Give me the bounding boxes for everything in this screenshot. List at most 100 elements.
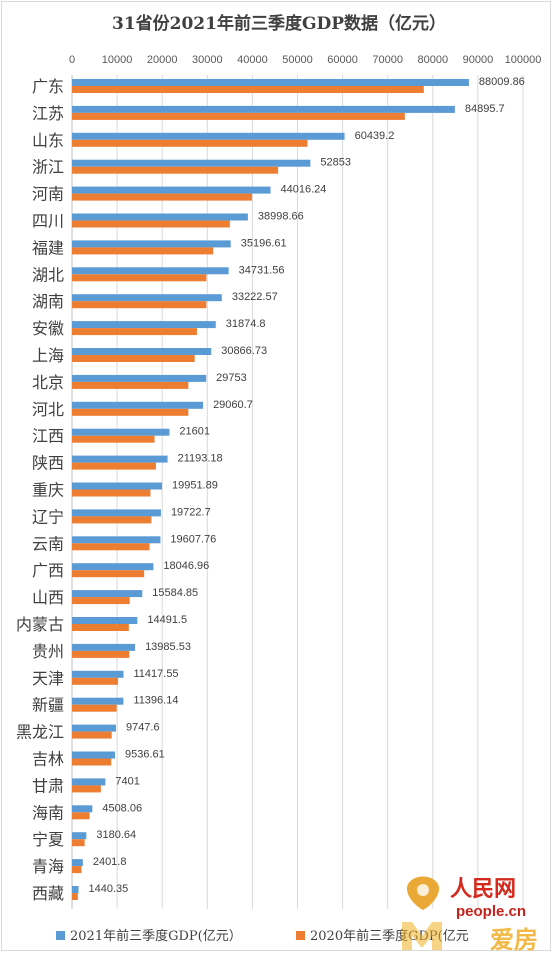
bar-2021-16 bbox=[72, 509, 161, 517]
bar-2020-15 bbox=[72, 489, 151, 497]
bar-2021-29 bbox=[72, 859, 83, 867]
value-label-27: 4508.06 bbox=[102, 802, 142, 814]
category-label-0: 广东 bbox=[32, 77, 64, 96]
category-label-10: 上海 bbox=[32, 346, 64, 365]
value-label-5: 38998.66 bbox=[258, 211, 304, 223]
category-label-6: 福建 bbox=[32, 238, 64, 257]
bar-2021-22 bbox=[72, 670, 124, 678]
bar-2020-13 bbox=[72, 435, 155, 443]
bar-2021-26 bbox=[72, 778, 106, 786]
x-tick-label-9: 90000 bbox=[463, 54, 494, 66]
value-label-30: 1440.35 bbox=[88, 883, 128, 895]
category-label-22: 天津 bbox=[32, 669, 64, 688]
value-label-26: 7401 bbox=[115, 775, 139, 787]
bar-2020-16 bbox=[72, 516, 152, 524]
bar-2020-25 bbox=[72, 758, 112, 766]
bar-2020-23 bbox=[72, 704, 117, 712]
bar-2020-6 bbox=[72, 247, 214, 255]
value-label-16: 19722.7 bbox=[171, 506, 211, 518]
value-label-14: 21193.18 bbox=[178, 453, 223, 465]
category-label-2: 山东 bbox=[32, 131, 64, 150]
bar-2020-7 bbox=[72, 274, 207, 282]
bars bbox=[72, 79, 469, 900]
bar-2020-24 bbox=[72, 731, 112, 739]
legend-swatch-2020 bbox=[296, 931, 305, 940]
bar-2020-5 bbox=[72, 220, 230, 228]
x-tick-label-5: 50000 bbox=[282, 54, 313, 66]
watermark-logo: 人民网 people.cn 爱房 bbox=[398, 866, 554, 954]
bar-2021-25 bbox=[72, 751, 116, 759]
aifang-logo-icon bbox=[402, 922, 442, 950]
bar-2021-6 bbox=[72, 240, 231, 248]
bar-2021-10 bbox=[72, 348, 212, 355]
bar-2021-2 bbox=[72, 132, 345, 140]
category-label-1: 江苏 bbox=[32, 104, 64, 123]
category-label-14: 陕西 bbox=[32, 454, 64, 473]
bar-2020-0 bbox=[72, 86, 424, 93]
bar-2021-3 bbox=[72, 159, 311, 167]
value-label-18: 18046.96 bbox=[163, 560, 209, 572]
bar-2021-7 bbox=[72, 267, 229, 275]
value-label-19: 15584.85 bbox=[152, 587, 198, 599]
category-labels: 广东江苏山东浙江河南四川福建湖北湖南安徽上海北京河北江西陕西重庆辽宁云南广西山西… bbox=[16, 77, 64, 903]
bar-2021-4 bbox=[72, 186, 271, 194]
category-label-27: 海南 bbox=[32, 803, 64, 822]
bar-2021-27 bbox=[72, 805, 93, 813]
value-label-11: 29753 bbox=[216, 372, 247, 384]
category-label-29: 青海 bbox=[32, 857, 64, 876]
category-label-25: 吉林 bbox=[32, 750, 64, 769]
bar-2021-20 bbox=[72, 617, 138, 624]
category-label-23: 新疆 bbox=[32, 696, 64, 715]
legend-label-2021: 2021年前三季度GDP(亿元） bbox=[70, 928, 242, 944]
bar-2021-23 bbox=[72, 697, 124, 705]
bar-2020-4 bbox=[72, 193, 252, 201]
bar-2020-28 bbox=[72, 839, 85, 847]
x-tick-label-2: 20000 bbox=[147, 54, 178, 66]
legend-swatch-2021 bbox=[56, 931, 65, 940]
category-label-5: 四川 bbox=[32, 212, 64, 231]
x-tick-label-4: 40000 bbox=[237, 54, 268, 66]
bar-2020-17 bbox=[72, 543, 150, 551]
category-label-4: 河南 bbox=[32, 185, 64, 204]
bar-2020-30 bbox=[72, 893, 78, 900]
people-logo-icon bbox=[406, 876, 440, 910]
x-tick-label-0: 0 bbox=[69, 54, 75, 66]
value-label-13: 21601 bbox=[179, 426, 210, 438]
category-label-8: 湖南 bbox=[32, 292, 64, 311]
category-label-16: 辽宁 bbox=[32, 507, 64, 526]
bar-2020-18 bbox=[72, 570, 145, 578]
value-label-23: 11396.14 bbox=[133, 695, 178, 707]
bar-2021-11 bbox=[72, 374, 207, 382]
x-tick-label-7: 70000 bbox=[372, 54, 403, 66]
value-labels: 88009.86 84895.7 60439.2 52853 44016.24 38998… bbox=[88, 76, 524, 895]
category-label-9: 安徽 bbox=[32, 319, 64, 338]
value-label-10: 30866.73 bbox=[221, 345, 267, 357]
bar-2020-20 bbox=[72, 624, 129, 631]
bar-2020-2 bbox=[72, 139, 308, 147]
value-label-28: 3180.64 bbox=[96, 829, 136, 841]
value-label-6: 35196.61 bbox=[241, 237, 287, 249]
value-label-17: 19607.76 bbox=[170, 533, 216, 545]
value-label-25: 9536.61 bbox=[125, 749, 165, 761]
bar-2020-14 bbox=[72, 462, 156, 470]
bar-2021-30 bbox=[72, 886, 79, 893]
bar-2020-21 bbox=[72, 650, 130, 658]
category-label-11: 北京 bbox=[32, 373, 64, 392]
bar-2021-21 bbox=[72, 643, 136, 651]
bar-2020-12 bbox=[72, 408, 189, 416]
bar-2021-24 bbox=[72, 724, 116, 732]
bar-2021-5 bbox=[72, 213, 248, 221]
x-tick-label-3: 30000 bbox=[192, 54, 223, 66]
bar-2021-13 bbox=[72, 428, 170, 436]
category-label-17: 云南 bbox=[32, 534, 64, 553]
category-label-13: 江西 bbox=[32, 427, 64, 446]
bar-2020-19 bbox=[72, 597, 130, 605]
bar-2020-10 bbox=[72, 355, 195, 362]
category-label-12: 河北 bbox=[32, 400, 64, 419]
x-tick-label-10: 100000 bbox=[505, 54, 542, 66]
value-label-15: 19951.89 bbox=[172, 480, 218, 492]
watermark-brand: 人民网 bbox=[450, 877, 516, 902]
bar-2021-8 bbox=[72, 294, 222, 302]
bar-2020-27 bbox=[72, 812, 90, 820]
